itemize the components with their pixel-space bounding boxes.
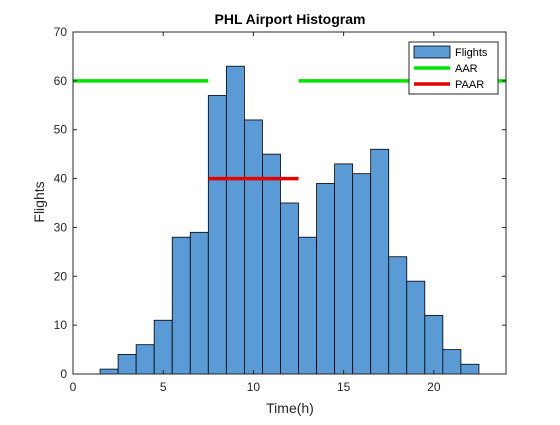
x-tick-label: 0: [70, 380, 77, 394]
x-tick-label: 20: [427, 380, 441, 394]
histogram-bar: [99, 368, 119, 375]
histogram-bar: [406, 280, 426, 375]
histogram-bar: [334, 163, 354, 375]
histogram-bar: [171, 236, 191, 375]
y-tick-label: 40: [54, 172, 68, 186]
chart-title: PHL Airport Histogram: [215, 11, 366, 27]
histogram-bar: [153, 319, 173, 375]
histogram-bar: [442, 349, 462, 375]
histogram-bar: [352, 173, 372, 375]
legend-label-aar: AAR: [455, 63, 478, 75]
histogram-bar: [225, 65, 245, 375]
y-axis: 0 10 20 30 40 50 60 70: [54, 25, 506, 381]
x-axis-label: Time(h): [266, 400, 314, 416]
histogram-bar: [189, 231, 209, 375]
x-tick-label: 5: [160, 380, 167, 394]
histogram-bar: [280, 202, 299, 375]
legend: Flights AAR PAAR: [408, 41, 499, 95]
histogram-bar: [207, 95, 227, 375]
histogram-bar: [243, 119, 263, 375]
y-tick-label: 10: [54, 318, 68, 332]
y-tick-label: 20: [54, 269, 68, 283]
histogram-bar: [298, 236, 317, 375]
y-tick-label: 0: [60, 367, 67, 381]
histogram-bar: [388, 256, 408, 375]
histogram-bar: [117, 354, 137, 375]
x-axis: 0 5 10 15 20: [70, 32, 441, 394]
plot-frame: [72, 31, 507, 375]
legend-label-paar: PAAR: [455, 79, 484, 91]
y-axis-label: Flights: [31, 181, 47, 222]
histogram-bar: [370, 148, 390, 375]
bars-layer: [99, 65, 480, 375]
x-tick-label: 10: [247, 380, 261, 394]
y-tick-label: 70: [54, 25, 68, 39]
legend-label-flights: Flights: [455, 47, 488, 59]
y-tick-label: 30: [54, 220, 68, 234]
legend-swatch-flights: [413, 45, 451, 59]
histogram-bar: [316, 183, 336, 375]
histogram-bar: [262, 153, 281, 375]
histogram-bar: [460, 363, 480, 375]
histogram-bar: [135, 344, 155, 375]
x-tick-label: 15: [337, 380, 351, 394]
histogram-bar: [424, 314, 444, 375]
y-tick-label: 50: [54, 123, 68, 137]
y-tick-label: 60: [54, 74, 68, 88]
